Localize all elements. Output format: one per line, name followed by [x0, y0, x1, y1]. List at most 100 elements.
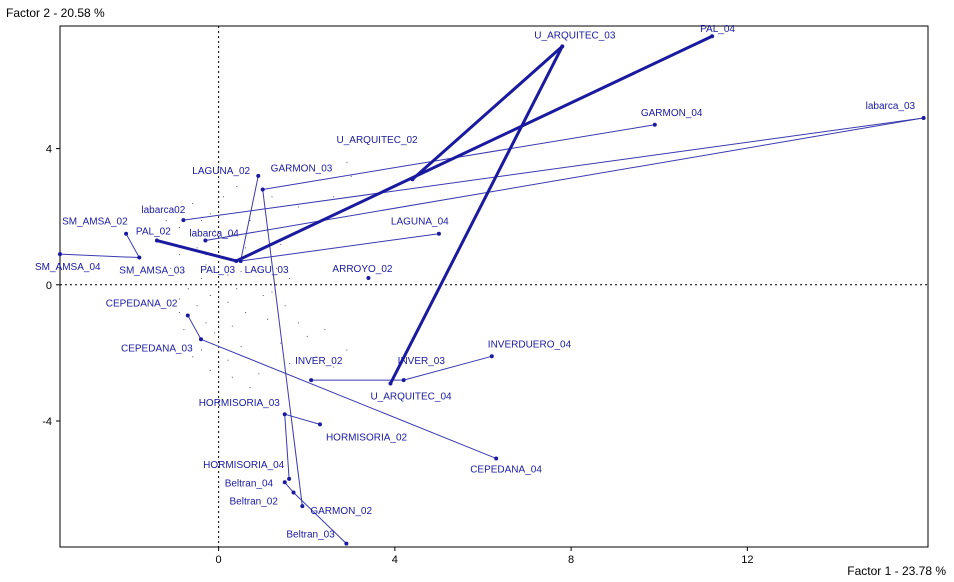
background-point — [231, 233, 233, 235]
background-point — [350, 175, 352, 177]
point-label: GARMON_04 — [641, 108, 703, 119]
background-point — [231, 325, 233, 327]
point-label: Beltran_02 — [230, 497, 279, 508]
point-label: GARMON_02 — [310, 506, 372, 517]
background-point — [315, 356, 317, 358]
plot-frame — [59, 25, 929, 548]
data-point — [198, 337, 203, 342]
background-point — [183, 271, 185, 273]
trajectory-line-bold — [234, 34, 714, 263]
trajectory-line-bold — [410, 44, 564, 181]
background-point — [209, 213, 211, 215]
background-point — [284, 305, 286, 307]
data-point — [494, 456, 499, 461]
point-label: Beltran_03 — [286, 530, 335, 541]
background-point — [205, 322, 207, 324]
data-point — [560, 44, 565, 49]
trajectory-line — [240, 175, 259, 262]
point-label: U_ARQUITEC_02 — [336, 135, 418, 146]
data-point — [710, 34, 715, 39]
background-point — [227, 359, 229, 361]
point-label: HORMISORIA_03 — [199, 398, 281, 409]
background-point — [258, 267, 260, 269]
trajectory-line — [183, 117, 924, 221]
y-axis-title: Factor 2 - 20.58 % — [6, 6, 105, 20]
background-point — [245, 312, 247, 314]
background-point — [333, 366, 335, 368]
trajectory-line — [293, 492, 347, 544]
background-point — [245, 247, 247, 249]
point-label: labarca_03 — [866, 101, 916, 112]
background-point — [196, 247, 198, 249]
background-point — [227, 301, 229, 303]
background-point — [223, 196, 225, 198]
data-point — [291, 490, 296, 495]
point-label: PAL_04 — [700, 24, 735, 35]
y-tick-label: -4 — [42, 416, 52, 428]
data-point — [256, 173, 261, 178]
point-label: ARROYO_02 — [332, 264, 392, 275]
point-label: INVER_02 — [295, 356, 343, 367]
data-point — [181, 218, 186, 223]
point-label: labarca_04 — [189, 229, 239, 240]
data-point — [652, 122, 657, 127]
background-point — [240, 346, 242, 348]
trajectory-line-bold — [388, 44, 564, 386]
background-point — [178, 254, 180, 256]
data-point — [58, 252, 62, 257]
point-label: CEPEDANA_04 — [470, 464, 542, 475]
x-axis-title: Factor 1 - 23.78 % — [847, 564, 946, 578]
background-point — [227, 274, 229, 276]
trajectory-line — [240, 233, 439, 262]
background-point — [178, 226, 180, 228]
trajectory-line — [200, 338, 497, 459]
point-label: HORMISORIA_02 — [326, 432, 408, 443]
point-label: LAGU_03 — [245, 265, 289, 276]
point-label: U_ARQUITEC_03 — [534, 30, 616, 41]
background-point — [178, 298, 180, 300]
background-point — [346, 162, 348, 164]
data-point — [410, 177, 415, 182]
background-point — [200, 220, 202, 222]
data-point — [154, 238, 159, 243]
data-point — [489, 354, 494, 359]
background-point — [200, 277, 202, 279]
data-point — [300, 504, 305, 509]
trajectory-line — [403, 355, 492, 381]
data-point — [124, 231, 129, 236]
background-point — [209, 369, 211, 371]
data-point — [317, 422, 322, 427]
trajectory-line — [125, 233, 140, 258]
x-tick-label: 8 — [568, 554, 574, 566]
background-point — [258, 373, 260, 375]
data-point — [203, 238, 208, 243]
background-point — [200, 349, 202, 351]
background-point — [280, 342, 282, 344]
background-point — [275, 267, 277, 269]
background-point — [240, 271, 242, 273]
trajectory-line-bold — [155, 239, 238, 263]
background-point — [214, 332, 216, 334]
background-point — [297, 322, 299, 324]
background-point — [205, 264, 207, 266]
background-point — [183, 329, 185, 331]
background-point — [306, 335, 308, 337]
point-label: LAGUNA_02 — [192, 166, 250, 177]
trajectory-line — [187, 315, 202, 340]
y-tick-label: 0 — [46, 280, 52, 292]
data-point — [260, 187, 265, 192]
background-point — [170, 267, 172, 269]
point-label: U_ARQUITEC_04 — [370, 392, 452, 403]
trajectory-line — [284, 481, 294, 493]
background-point — [249, 386, 251, 388]
point-label: CEPEDANA_02 — [106, 298, 178, 309]
background-point — [324, 329, 326, 331]
data-point — [344, 541, 349, 546]
data-point — [287, 476, 292, 481]
x-tick-label: 0 — [216, 554, 222, 566]
background-point — [236, 186, 238, 188]
background-point — [178, 312, 180, 314]
background-point — [333, 196, 335, 198]
data-point — [234, 258, 239, 263]
